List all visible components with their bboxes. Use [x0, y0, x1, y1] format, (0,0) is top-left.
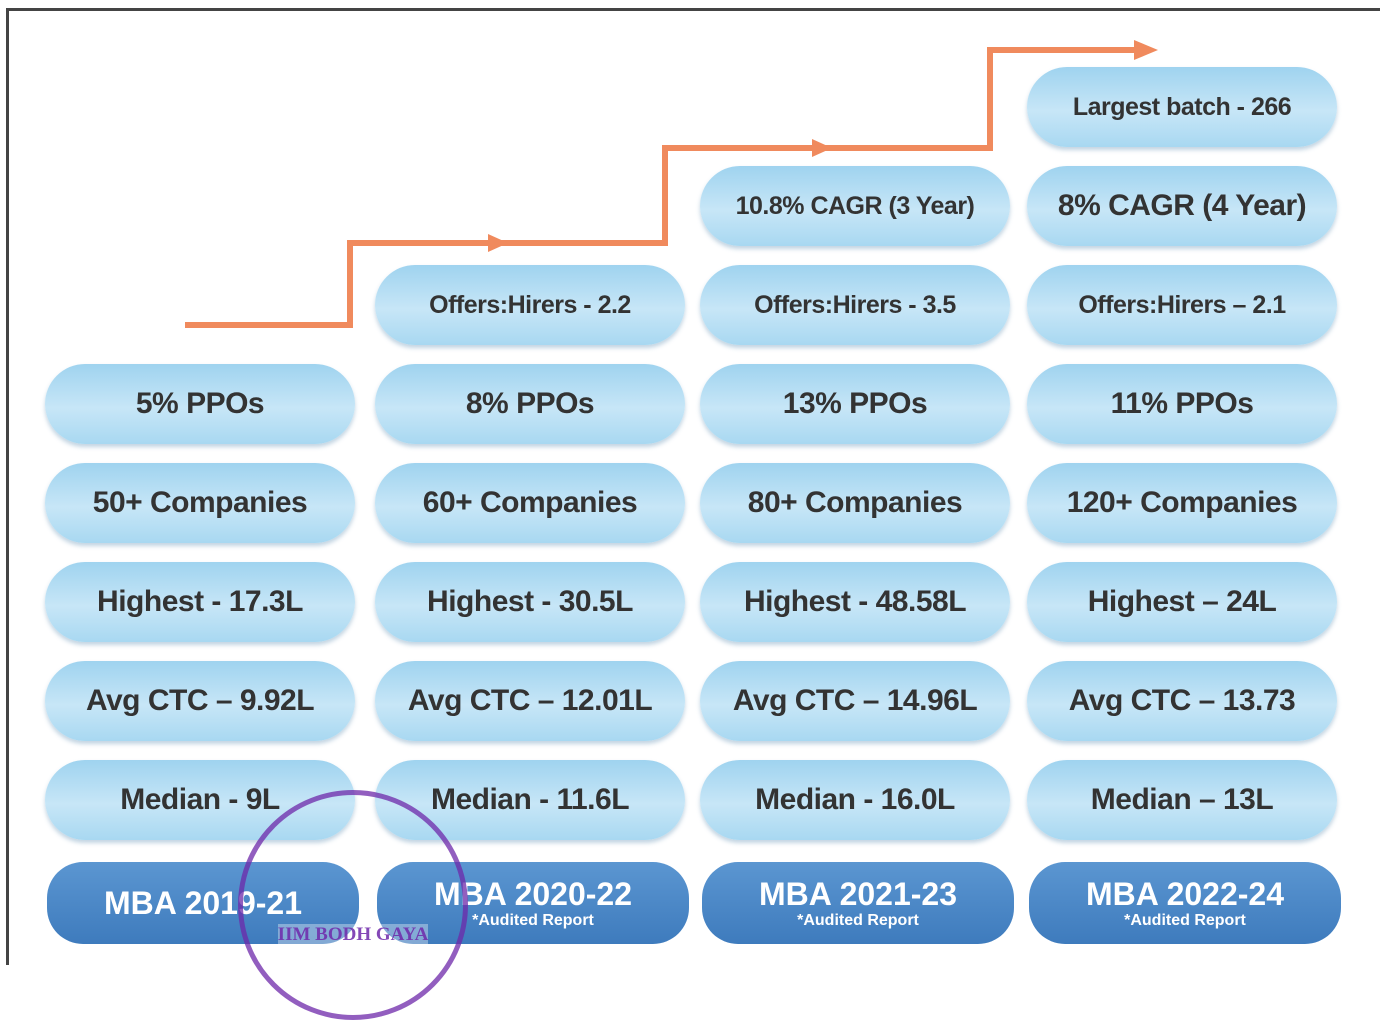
- stat-pill: 80+ Companies: [700, 463, 1010, 543]
- arrow-head: [812, 139, 832, 157]
- stat-pill: Offers:Hirers – 2.1: [1027, 265, 1337, 345]
- stat-pill: 120+ Companies: [1027, 463, 1337, 543]
- stat-pill: Median - 16.0L: [700, 760, 1010, 840]
- batch-note: *Audited Report: [472, 912, 594, 929]
- stat-pill: 60+ Companies: [375, 463, 685, 543]
- arrow-head: [1134, 40, 1158, 60]
- stat-pill: 13% PPOs: [700, 364, 1010, 444]
- page: {"columns": [ {"heading": "MBA 2019-21",…: [6, 8, 1380, 1020]
- stat-pill: Avg CTC – 9.92L: [45, 661, 355, 741]
- stat-pill: Median - 9L: [45, 760, 355, 840]
- stat-pill: Highest - 30.5L: [375, 562, 685, 642]
- batch-title: MBA 2021-23: [758, 876, 957, 912]
- stat-pill: Avg CTC – 13.73: [1027, 661, 1337, 741]
- batch-heading: MBA 2022-24 *Audited Report: [1029, 862, 1341, 944]
- stat-pill: Median – 13L: [1027, 760, 1337, 840]
- batch-note: *Audited Report: [1124, 912, 1246, 929]
- stat-pill: 8% CAGR (4 Year): [1027, 166, 1337, 246]
- stat-pill: Largest batch - 266: [1027, 67, 1337, 147]
- batch-title: MBA 2022-24: [1085, 876, 1284, 912]
- stat-pill: Offers:Hirers - 2.2: [375, 265, 685, 345]
- batch-heading: MBA 2021-23 *Audited Report: [702, 862, 1014, 944]
- stat-pill: 5% PPOs: [45, 364, 355, 444]
- arrow-line: [185, 47, 1140, 328]
- stat-pill: Highest - 17.3L: [45, 562, 355, 642]
- frame: [6, 8, 1380, 965]
- stat-pill: 11% PPOs: [1027, 364, 1337, 444]
- stat-pill: Avg CTC – 14.96L: [700, 661, 1010, 741]
- stat-pill: 10.8% CAGR (3 Year): [700, 166, 1010, 246]
- stamp: IIM BODH GAYA: [238, 790, 468, 1020]
- batch-note: *Audited Report: [797, 912, 919, 929]
- stat-pill: Avg CTC – 12.01L: [375, 661, 685, 741]
- stat-pill: Highest - 48.58L: [700, 562, 1010, 642]
- stat-pill: Offers:Hirers - 3.5: [700, 265, 1010, 345]
- stat-pill: 50+ Companies: [45, 463, 355, 543]
- stat-pill: 8% PPOs: [375, 364, 685, 444]
- stamp-text: IIM BODH GAYA: [277, 924, 429, 946]
- growth-arrow: [185, 40, 1158, 328]
- stat-pill: Highest – 24L: [1027, 562, 1337, 642]
- arrow-head: [488, 234, 508, 252]
